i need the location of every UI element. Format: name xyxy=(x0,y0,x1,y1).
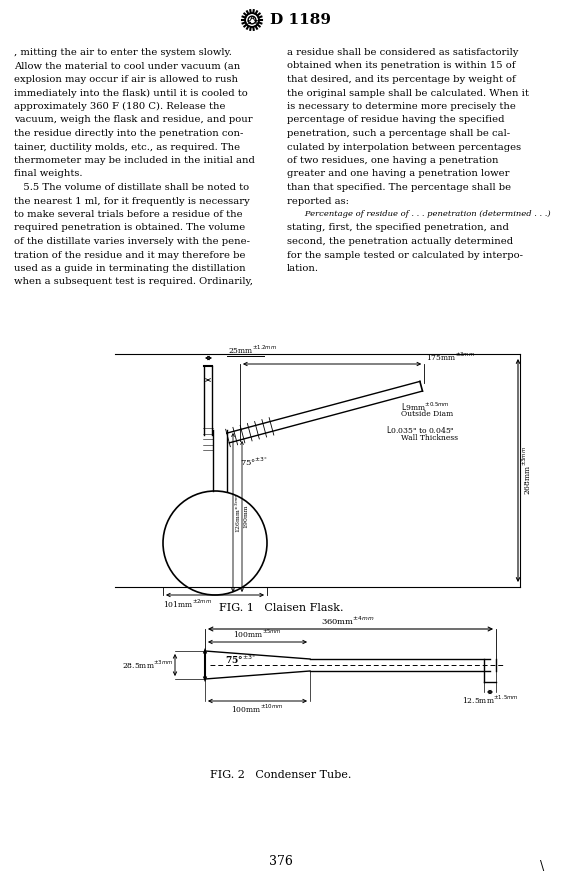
Text: Allow the material to cool under vacuum (an: Allow the material to cool under vacuum … xyxy=(14,61,240,71)
Text: thermometer may be included in the initial and: thermometer may be included in the initi… xyxy=(14,156,255,165)
Text: 268mm$^{\pm3mm}$: 268mm$^{\pm3mm}$ xyxy=(521,446,533,495)
Text: used as a guide in terminating the distillation: used as a guide in terminating the disti… xyxy=(14,264,246,273)
Text: final weights.: final weights. xyxy=(14,170,83,178)
Text: reported as:: reported as: xyxy=(287,197,349,205)
Text: obtained when its penetration is within 15 of: obtained when its penetration is within … xyxy=(287,61,515,71)
Text: percentage of residue having the specified: percentage of residue having the specifi… xyxy=(287,115,505,124)
Text: 376: 376 xyxy=(269,855,293,868)
Text: Outside Diam: Outside Diam xyxy=(401,410,454,419)
Text: 360mm$^{\pm4mm}$: 360mm$^{\pm4mm}$ xyxy=(321,614,374,627)
Text: 126mm$^{\pm3mm}$: 126mm$^{\pm3mm}$ xyxy=(234,492,243,533)
Text: second, the penetration actually determined: second, the penetration actually determi… xyxy=(287,237,513,246)
Text: 190mm: 190mm xyxy=(243,505,248,528)
Text: stating, first, the specified penetration, and: stating, first, the specified penetratio… xyxy=(287,224,509,232)
Text: than that specified. The percentage shall be: than that specified. The percentage shal… xyxy=(287,183,511,192)
Text: 101mm$^{\pm2mm}$: 101mm$^{\pm2mm}$ xyxy=(163,598,212,610)
Text: the original sample shall be calculated. When it: the original sample shall be calculated.… xyxy=(287,88,529,98)
Text: required penetration is obtained. The volume: required penetration is obtained. The vo… xyxy=(14,224,245,232)
Text: is necessary to determine more precisely the: is necessary to determine more precisely… xyxy=(287,102,516,111)
Text: the residue directly into the penetration con-: the residue directly into the penetratio… xyxy=(14,129,243,138)
Text: vacuum, weigh the flask and residue, and pour: vacuum, weigh the flask and residue, and… xyxy=(14,115,253,124)
Text: that desired, and its percentage by weight of: that desired, and its percentage by weig… xyxy=(287,75,516,84)
Text: 100mm$^{\pm10mm}$: 100mm$^{\pm10mm}$ xyxy=(232,703,284,716)
Text: 5.5 The volume of distillate shall be noted to: 5.5 The volume of distillate shall be no… xyxy=(14,183,249,192)
Text: approximately 360 F (180 C). Release the: approximately 360 F (180 C). Release the xyxy=(14,102,225,111)
Text: penetration, such a percentage shall be cal-: penetration, such a percentage shall be … xyxy=(287,129,510,138)
Text: 28.5mm$^{\pm3mm}$: 28.5mm$^{\pm3mm}$ xyxy=(121,659,173,671)
Text: for the sample tested or calculated by interpo-: for the sample tested or calculated by i… xyxy=(287,251,523,260)
Text: FIG. 1   Claisen Flask.: FIG. 1 Claisen Flask. xyxy=(219,603,343,613)
Text: 175mm$^{\pm3mm}$: 175mm$^{\pm3mm}$ xyxy=(426,350,475,363)
Text: FIG. 2   Condenser Tube.: FIG. 2 Condenser Tube. xyxy=(210,770,352,780)
Text: greater and one having a penetration lower: greater and one having a penetration low… xyxy=(287,170,510,178)
Text: $\mathsf{L}$0.035" to 0.045": $\mathsf{L}$0.035" to 0.045" xyxy=(386,424,455,435)
Text: of two residues, one having a penetration: of two residues, one having a penetratio… xyxy=(287,156,498,165)
Text: explosion may occur if air is allowed to rush: explosion may occur if air is allowed to… xyxy=(14,75,238,84)
Text: 75$\mathregular{°}$$^{\pm3°}$: 75$\mathregular{°}$$^{\pm3°}$ xyxy=(224,654,256,666)
Text: tration of the residue and it may therefore be: tration of the residue and it may theref… xyxy=(14,251,246,260)
Text: S: S xyxy=(247,19,251,24)
Text: 75$\mathregular{°}$$^{\pm3°}$: 75$\mathregular{°}$$^{\pm3°}$ xyxy=(240,456,268,468)
Text: the nearest 1 ml, for it frequently is necessary: the nearest 1 ml, for it frequently is n… xyxy=(14,197,250,205)
Text: T: T xyxy=(253,19,257,24)
Text: lation.: lation. xyxy=(287,264,319,273)
Text: Wall Thickness: Wall Thickness xyxy=(401,434,458,442)
Text: 25mm$^{\pm1.2mm}$: 25mm$^{\pm1.2mm}$ xyxy=(228,343,277,356)
Text: 100mm$^{\pm5mm}$: 100mm$^{\pm5mm}$ xyxy=(233,628,282,640)
Text: of the distillate varies inversely with the pene-: of the distillate varies inversely with … xyxy=(14,237,250,246)
Text: Percentage of residue of . . . penetration (determined . . .): Percentage of residue of . . . penetrati… xyxy=(297,210,551,218)
Text: $\mathsf{L}$9mm$^{\pm0.5mm}$: $\mathsf{L}$9mm$^{\pm0.5mm}$ xyxy=(401,400,450,413)
Text: culated by interpolation between percentages: culated by interpolation between percent… xyxy=(287,142,521,151)
Text: \: \ xyxy=(540,860,544,873)
Text: D 1189: D 1189 xyxy=(270,13,331,27)
Text: , mitting the air to enter the system slowly.: , mitting the air to enter the system sl… xyxy=(14,48,232,57)
Text: a residue shall be considered as satisfactorily: a residue shall be considered as satisfa… xyxy=(287,48,518,57)
Text: 12.5mm$^{\pm1.5mm}$: 12.5mm$^{\pm1.5mm}$ xyxy=(462,694,518,706)
Text: to make several trials before a residue of the: to make several trials before a residue … xyxy=(14,210,243,219)
Text: A: A xyxy=(250,16,255,21)
Text: immediately into the flask) until it is cooled to: immediately into the flask) until it is … xyxy=(14,88,248,98)
Text: when a subsequent test is required. Ordinarily,: when a subsequent test is required. Ordi… xyxy=(14,278,253,287)
Text: tainer, ductility molds, etc., as required. The: tainer, ductility molds, etc., as requir… xyxy=(14,142,240,151)
